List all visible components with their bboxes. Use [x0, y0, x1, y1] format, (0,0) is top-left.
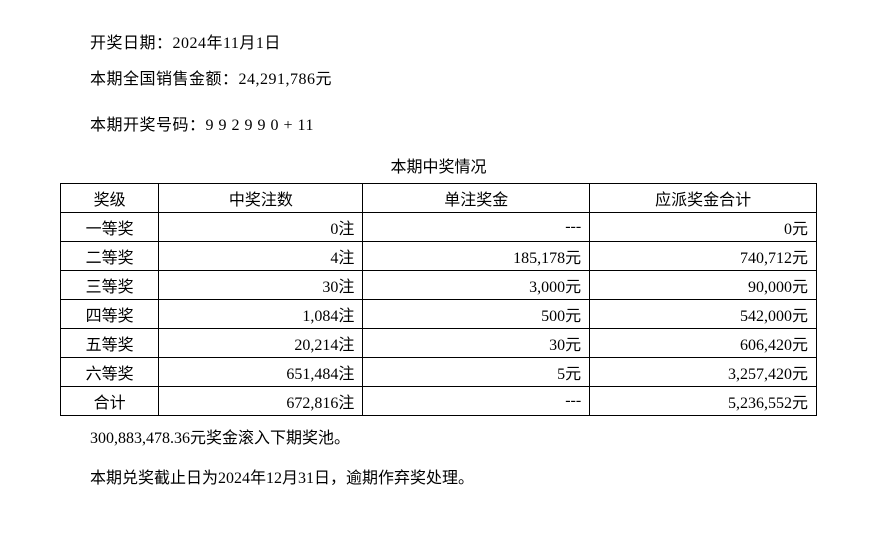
cell-unit: 30元 [363, 329, 590, 358]
cell-total: 606,420元 [590, 329, 817, 358]
cell-unit: 185,178元 [363, 242, 590, 271]
col-tier: 奖级 [61, 184, 159, 213]
cell-count: 20,214注 [159, 329, 363, 358]
table-row: 一等奖0注---0元 [61, 213, 817, 242]
cell-total: 5,236,552元 [590, 387, 817, 416]
cell-total: 542,000元 [590, 300, 817, 329]
cell-count: 30注 [159, 271, 363, 300]
cell-tier: 三等奖 [61, 271, 159, 300]
deadline-line: 本期兑奖截止日为2024年12月31日，逾期作弃奖处理。 [90, 464, 817, 488]
table-header-row: 奖级 中奖注数 单注奖金 应派奖金合计 [61, 184, 817, 213]
cell-count: 1,084注 [159, 300, 363, 329]
draw-date-value: 2024年11月1日 [173, 35, 281, 52]
draw-date-label: 开奖日期： [90, 35, 173, 52]
rollover-line: 300,883,478.36元奖金滚入下期奖池。 [90, 424, 817, 448]
sales-value: 24,291,786元 [239, 71, 333, 88]
cell-tier: 合计 [61, 387, 159, 416]
table-row: 五等奖20,214注30元606,420元 [61, 329, 817, 358]
sales-label: 本期全国销售金额： [90, 71, 239, 88]
numbers-line: 本期开奖号码：9 9 2 9 9 0 + 11 [90, 111, 817, 135]
table-row: 六等奖651,484注5元3,257,420元 [61, 358, 817, 387]
cell-tier: 一等奖 [61, 213, 159, 242]
cell-total: 0元 [590, 213, 817, 242]
prize-table: 奖级 中奖注数 单注奖金 应派奖金合计 一等奖0注---0元二等奖4注185,1… [60, 183, 817, 416]
table-title: 本期中奖情况 [60, 153, 817, 177]
col-unit: 单注奖金 [363, 184, 590, 213]
sales-line: 本期全国销售金额：24,291,786元 [90, 65, 817, 89]
cell-unit: --- [363, 213, 590, 242]
table-row: 四等奖1,084注500元542,000元 [61, 300, 817, 329]
cell-total: 740,712元 [590, 242, 817, 271]
numbers-value: 9 9 2 9 9 0 + 11 [206, 117, 314, 134]
cell-count: 0注 [159, 213, 363, 242]
table-row: 三等奖30注3,000元90,000元 [61, 271, 817, 300]
cell-unit: --- [363, 387, 590, 416]
col-total: 应派奖金合计 [590, 184, 817, 213]
cell-tier: 二等奖 [61, 242, 159, 271]
cell-unit: 5元 [363, 358, 590, 387]
table-row: 合计672,816注---5,236,552元 [61, 387, 817, 416]
cell-count: 4注 [159, 242, 363, 271]
draw-date-line: 开奖日期：2024年11月1日 [90, 29, 817, 53]
cell-tier: 五等奖 [61, 329, 159, 358]
cell-tier: 四等奖 [61, 300, 159, 329]
cell-total: 3,257,420元 [590, 358, 817, 387]
cell-tier: 六等奖 [61, 358, 159, 387]
cell-total: 90,000元 [590, 271, 817, 300]
cell-count: 651,484注 [159, 358, 363, 387]
cell-unit: 500元 [363, 300, 590, 329]
numbers-label: 本期开奖号码： [90, 117, 206, 134]
table-row: 二等奖4注185,178元740,712元 [61, 242, 817, 271]
cell-unit: 3,000元 [363, 271, 590, 300]
col-count: 中奖注数 [159, 184, 363, 213]
cell-count: 672,816注 [159, 387, 363, 416]
